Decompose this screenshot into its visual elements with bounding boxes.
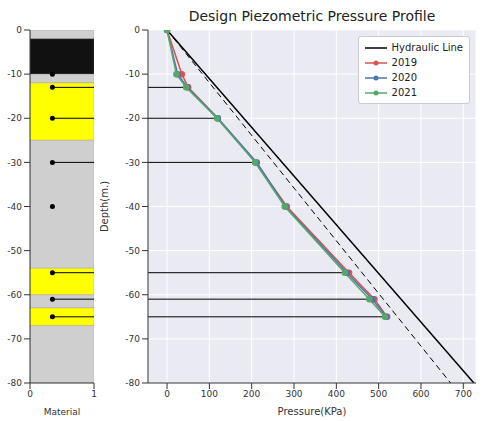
html-text:2021: 2021 [391,87,417,98]
svg-text:0: 0 [134,25,140,35]
svg-text:-80: -80 [7,378,22,388]
svg-text:500: 500 [370,389,387,399]
svg-text:-30: -30 [7,158,22,168]
svg-text:-80: -80 [125,378,140,388]
svg-text:0: 0 [16,25,22,35]
html-text:2020: 2020 [391,72,417,83]
svg-text:700: 700 [455,389,472,399]
svg-text:-20: -20 [7,113,22,123]
svg-text:-30: -30 [125,158,140,168]
svg-text:-50: -50 [7,246,22,256]
svg-text:600: 600 [412,389,429,399]
svg-text:400: 400 [328,389,345,399]
svg-text:Pressure(KPa): Pressure(KPa) [278,406,347,417]
svg-text:-10: -10 [7,69,22,79]
svg-text:-50: -50 [125,246,140,256]
svg-text:-10: -10 [125,69,140,79]
html-text:Hydraulic Line: Hydraulic Line [391,42,463,53]
svg-text:-60: -60 [7,290,22,300]
svg-text:Depth(m.): Depth(m.) [100,181,110,232]
svg-text:-70: -70 [125,334,140,344]
svg-text:-60: -60 [125,290,140,300]
svg-text:-70: -70 [7,334,22,344]
html-text:2019: 2019 [391,57,417,68]
svg-text:200: 200 [243,389,260,399]
html-text:Design Piezometric Pressure Pr: Design Piezometric Pressure Profile [188,8,436,24]
svg-text:Material: Material [44,407,81,417]
svg-text:1: 1 [91,389,97,399]
svg-text:300: 300 [285,389,302,399]
svg-text:100: 100 [201,389,218,399]
svg-text:0: 0 [27,389,33,399]
svg-text:-20: -20 [125,113,140,123]
svg-text:-40: -40 [7,202,22,212]
svg-text:-40: -40 [125,202,140,212]
svg-text:0: 0 [164,389,170,399]
